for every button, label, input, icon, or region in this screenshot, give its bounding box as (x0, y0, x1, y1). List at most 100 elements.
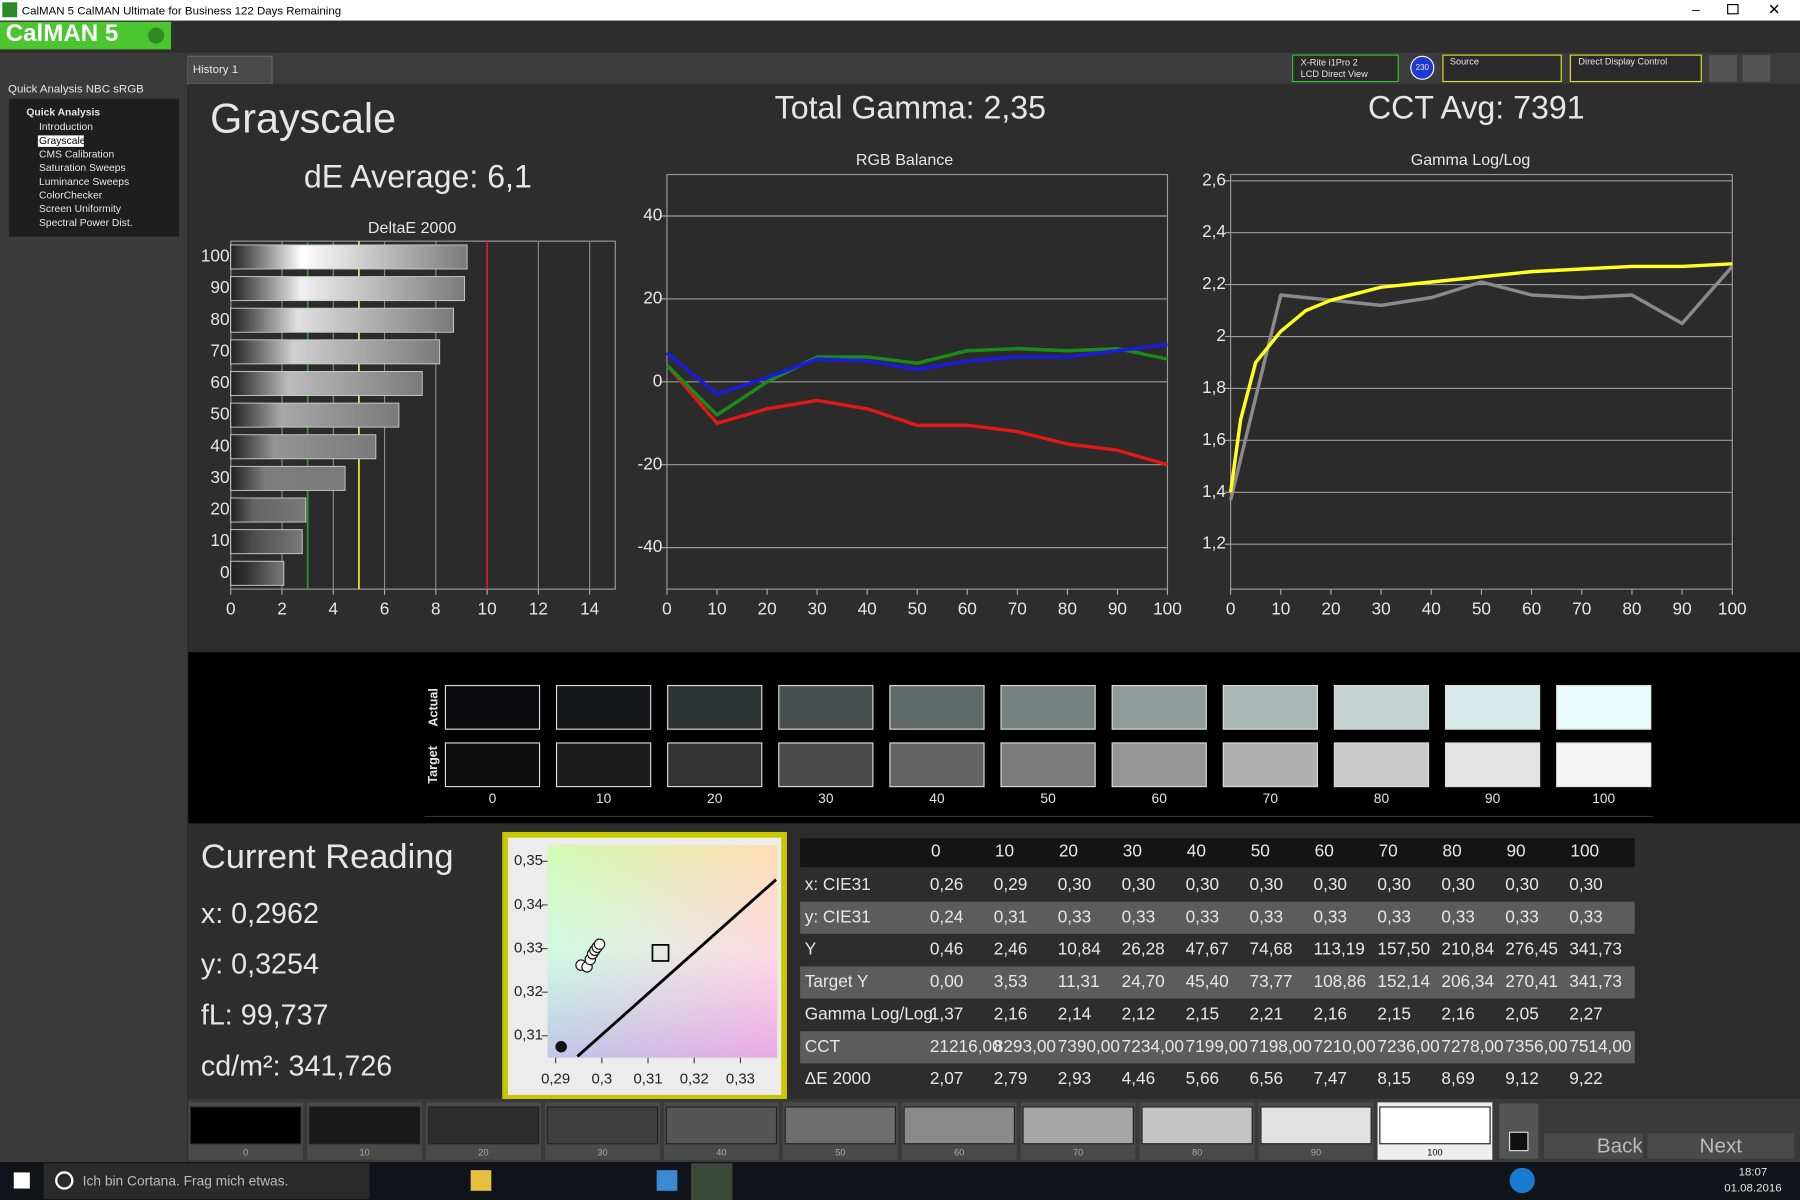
x-tick-label: 10 (707, 598, 726, 618)
row-label: x: CIE31 (805, 874, 871, 894)
cortana-icon (55, 1171, 74, 1190)
x-tick-label: 70 (1008, 598, 1027, 618)
target-swatch (667, 742, 763, 788)
target-swatch (1222, 742, 1318, 788)
patch (665, 1106, 778, 1145)
target-swatch (889, 742, 985, 788)
minimize[interactable]: – (1692, 2, 1700, 17)
bar (230, 244, 468, 270)
meter-select[interactable] (1292, 54, 1399, 83)
column-header: 30 (1123, 841, 1142, 861)
search-box[interactable] (43, 1163, 370, 1199)
y-tick-label: 0,34 (514, 896, 543, 913)
bar (230, 529, 303, 555)
bar (230, 465, 346, 491)
calman-taskbar[interactable] (691, 1163, 733, 1200)
reading-line: cd/m²: 341,726 (201, 1050, 392, 1082)
y-tick-label: 1,2 (1202, 533, 1226, 553)
x-tick-label: 0,33 (726, 1070, 755, 1087)
page-heading: Grayscale (210, 96, 396, 142)
table-cell: 2,93 (1058, 1068, 1092, 1088)
logo-dropdown[interactable] (148, 27, 165, 44)
source-select[interactable] (1442, 54, 1562, 83)
series-line (1228, 262, 1733, 493)
row-label: ΔE 2000 (805, 1068, 871, 1088)
back-button[interactable] (1544, 1133, 1643, 1159)
tree-item: Luminance Sweeps (39, 177, 129, 188)
help-button[interactable] (1742, 55, 1771, 82)
app-taskbar-icon[interactable] (656, 1170, 678, 1191)
settings-button[interactable] (1709, 55, 1737, 82)
table-cell: 7236,00 (1377, 1036, 1439, 1056)
y-tick-label: 1,6 (1202, 429, 1226, 449)
table-cell: 2,16 (1313, 1003, 1347, 1023)
tree-items: Introduction Grayscale CMS Calibration Satu… (37, 122, 133, 229)
next-button[interactable] (1647, 1133, 1795, 1159)
tab-label: History 1 (193, 64, 238, 76)
x-tick-label: 70 (1572, 598, 1591, 618)
table-cell: 2,16 (994, 1003, 1028, 1023)
x-tick-label: 60 (958, 598, 977, 618)
table-cell: 7390,00 (1058, 1036, 1120, 1056)
tree-item: ColorChecker (39, 191, 103, 202)
row-label: Target Y (805, 971, 869, 991)
start-button[interactable] (13, 1172, 30, 1189)
y-category-label: 40 (210, 435, 229, 455)
x-tick-label: 30 (1372, 598, 1391, 618)
badge-icon[interactable] (1410, 55, 1435, 80)
patch-label: 50 (835, 1147, 845, 1157)
y-tick-label: 1,8 (1202, 377, 1226, 397)
y-category-label: 50 (210, 404, 229, 424)
display: Direct Display Control (1578, 56, 1667, 66)
table-cell: 341,73 (1569, 939, 1622, 959)
x-tick-label: 30 (808, 598, 827, 618)
patch (1022, 1106, 1134, 1145)
close[interactable]: ✕ (1768, 1, 1780, 18)
table-cell: 26,28 (1122, 939, 1165, 959)
display-select[interactable] (1569, 54, 1702, 83)
table-cell: 0,33 (1313, 906, 1347, 926)
help-tray[interactable] (1509, 1167, 1535, 1194)
tab[interactable] (186, 55, 273, 85)
row-label: CCT (805, 1036, 841, 1056)
x-tick-label: 0,31 (634, 1070, 663, 1087)
explorer-icon[interactable] (470, 1170, 492, 1191)
table-cell: 0,46 (930, 939, 964, 959)
x-tick-label: 50 (908, 598, 927, 618)
table-cell: 210,84 (1441, 939, 1494, 959)
cct-avg: CCT Avg: 7391 (1368, 90, 1585, 126)
x-tick-label: 40 (858, 598, 877, 618)
table-cell: 2,07 (930, 1068, 964, 1088)
table-cell: 21216,00 (930, 1036, 1002, 1056)
y-category-label: 30 (210, 467, 229, 487)
y-category-label: 100 (201, 246, 230, 266)
table-cell: 45,40 (1186, 971, 1229, 991)
table-cell: 0,33 (1058, 906, 1092, 926)
table-cell: 276,45 (1505, 939, 1558, 959)
x-tick-label: 80 (1622, 598, 1641, 618)
bar (230, 339, 441, 365)
actual-swatch (778, 684, 874, 730)
column-header: 60 (1315, 841, 1334, 861)
table-row (800, 1031, 1635, 1064)
table-cell: 7198,00 (1250, 1036, 1312, 1056)
reading-line: fL: 99,737 (201, 1000, 329, 1032)
table-cell: 2,14 (1058, 1003, 1092, 1023)
y-category-label: 80 (210, 309, 229, 329)
logo-button[interactable] (0, 21, 172, 50)
maximize[interactable] (1727, 4, 1739, 15)
table-cell: 8,69 (1441, 1068, 1475, 1088)
table-cell: 74,68 (1250, 939, 1293, 959)
actual-swatch (555, 684, 652, 730)
table-row (800, 998, 1635, 1031)
table-cell: 152,14 (1377, 971, 1430, 991)
y-tick-label: -40 (637, 536, 662, 556)
table-cell: 341,73 (1569, 971, 1622, 991)
table-cell: 6,56 (1250, 1068, 1284, 1088)
row-label: Y (805, 939, 817, 959)
patch-label: 90 (1311, 1147, 1321, 1157)
x-tick-label: 0,3 (591, 1070, 612, 1087)
patch (1379, 1106, 1491, 1145)
patch-label: 10 (359, 1147, 369, 1157)
window-title: CalMAN 5 CalMAN Ultimate for Business 12… (22, 6, 341, 18)
